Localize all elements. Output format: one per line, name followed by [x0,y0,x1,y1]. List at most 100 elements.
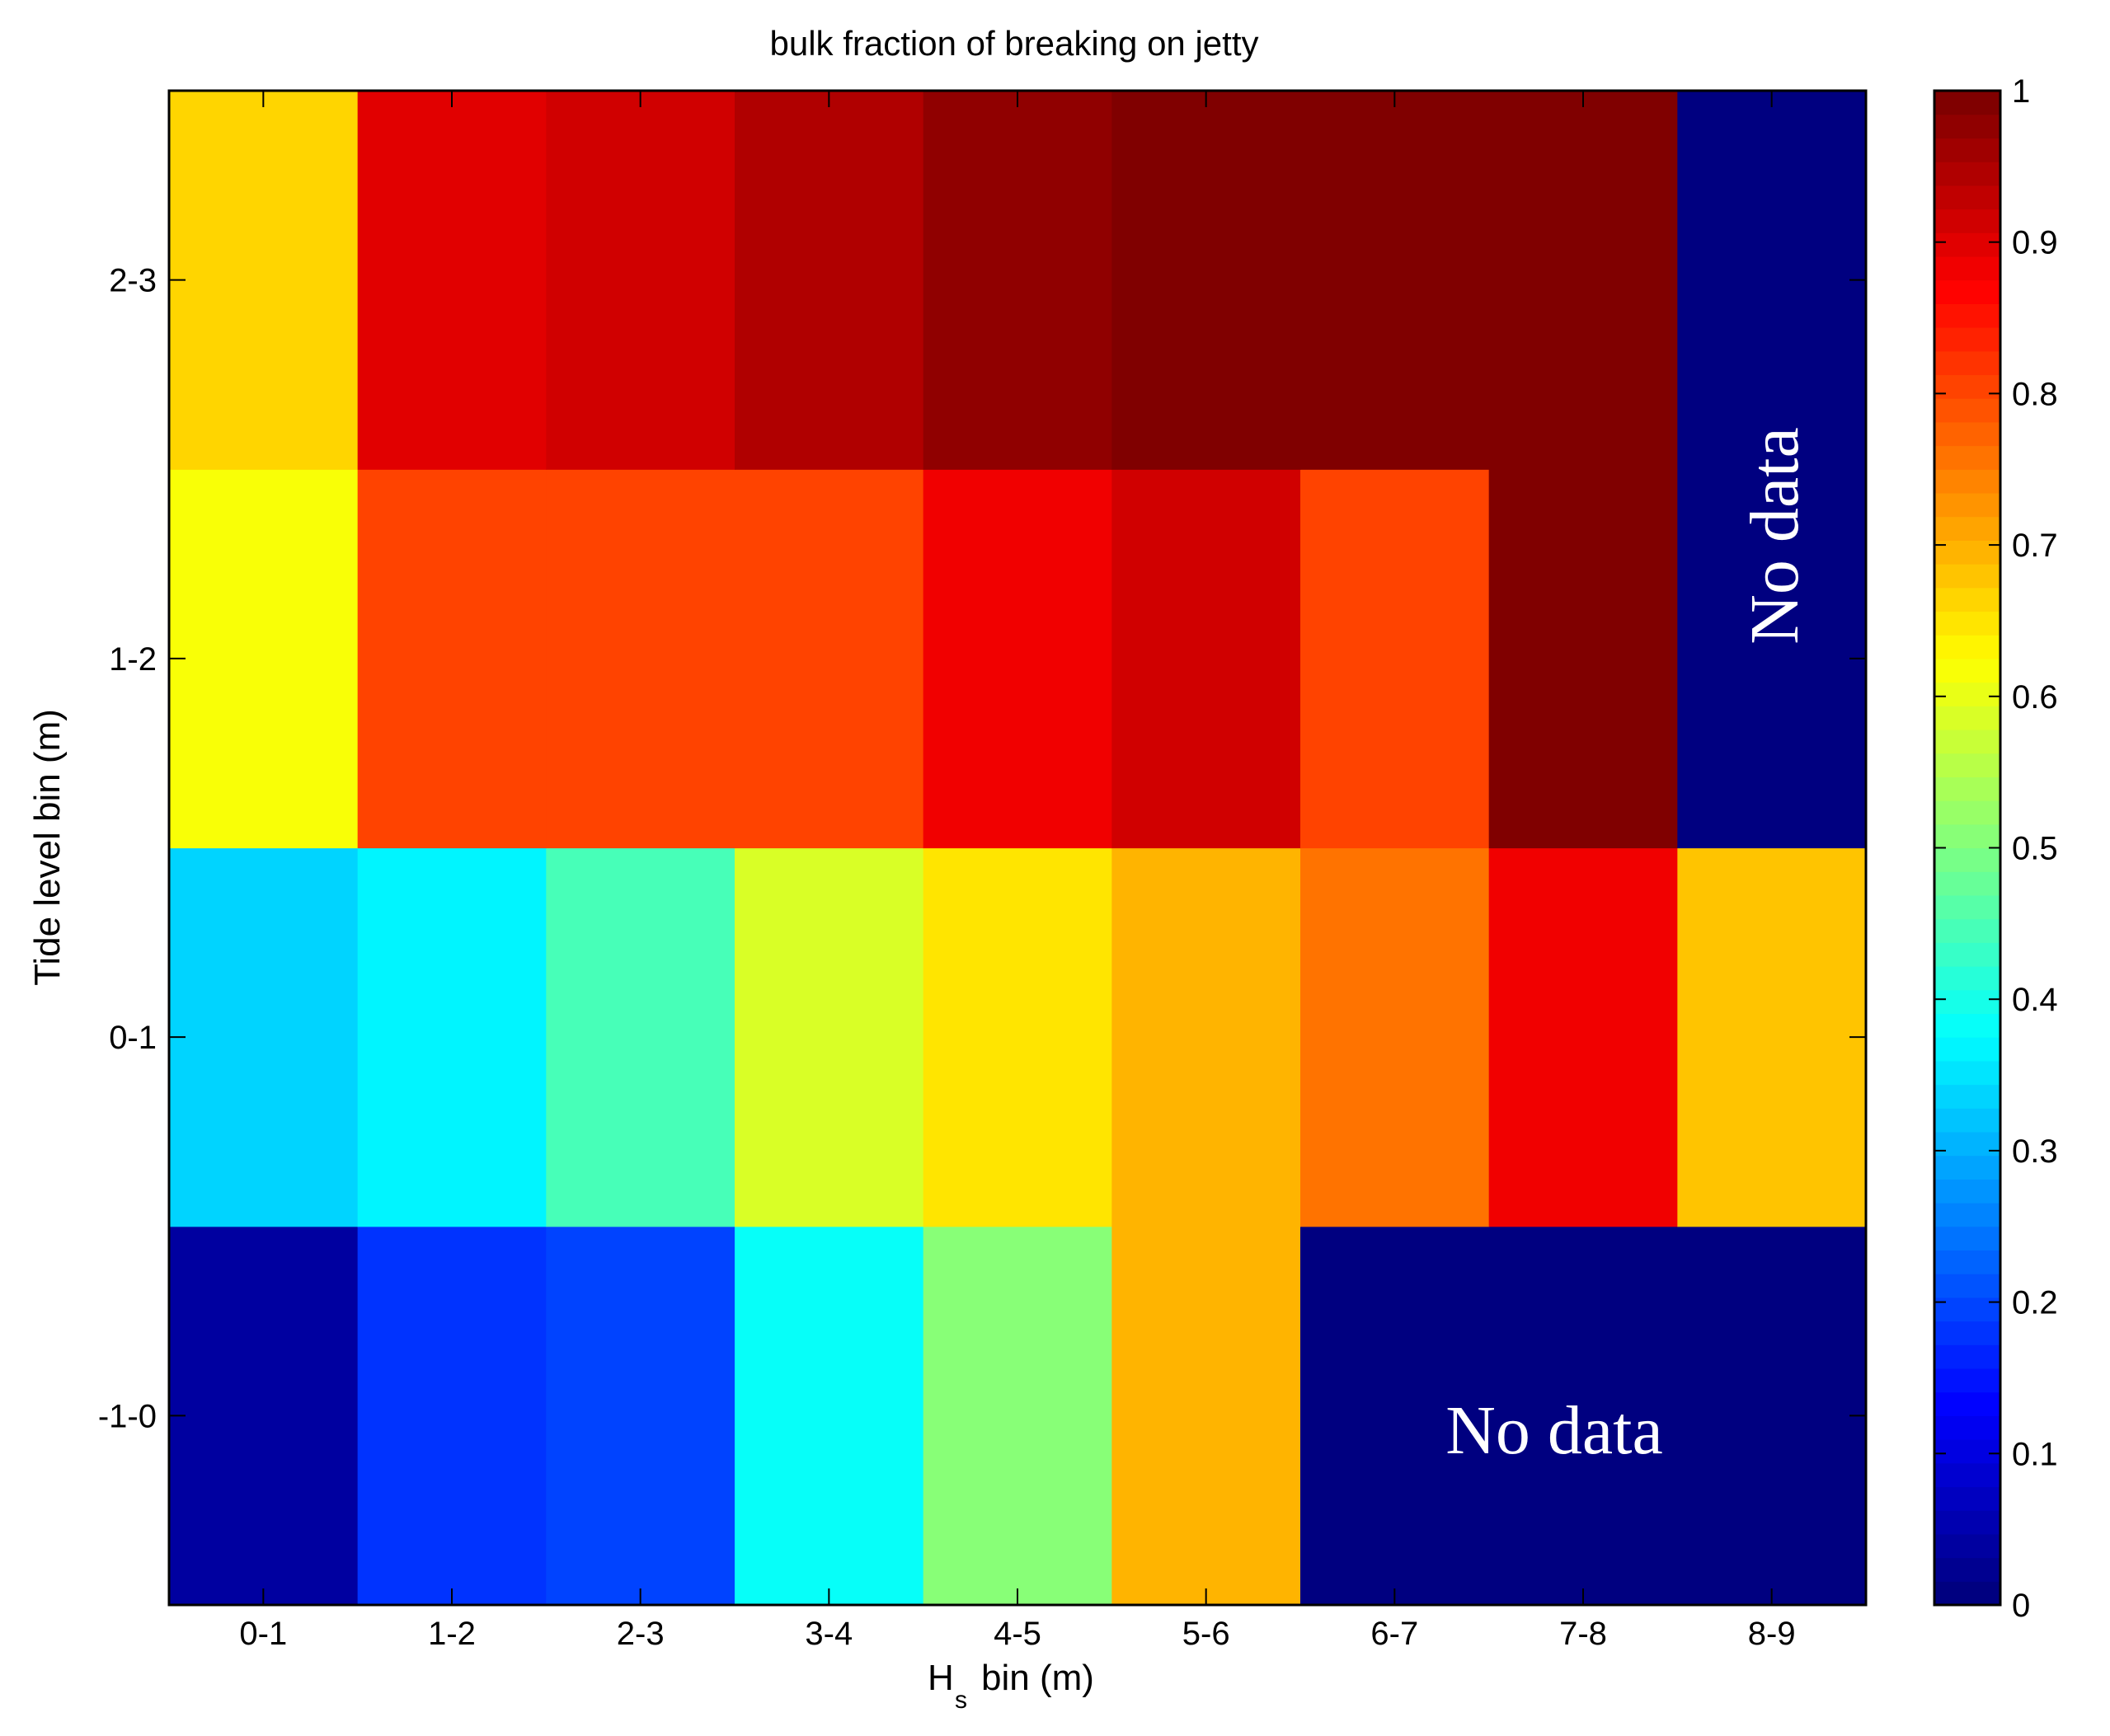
colorbar-segment [1934,492,2000,518]
heat-cell-1-2-x-0-1 [169,469,359,849]
colorbar-segment [1934,516,2000,541]
heat-cell--1-0-x-8-9 [1677,1226,1867,1606]
heat-cell-1-2-x-7-8 [1488,469,1678,849]
colorbar-segment [1934,989,2000,1015]
colorbar-tick-label: 0.6 [2012,679,2058,716]
colorbar-tick-label: 0.5 [2012,831,2058,867]
colorbar-tick-label: 0 [2012,1588,2030,1624]
heat-cell-2-3-x-0-1 [169,91,359,470]
x-tick-labels: 0-1 1-2 2-3 3-4 4-5 5-6 6-7 7-8 8-9 [239,1616,1795,1652]
heat-cell-1-2-x-5-6 [1111,469,1301,849]
colorbar-segment [1934,1013,2000,1038]
colorbar-segment [1934,1581,2000,1606]
y-tick-labels: -1-0 0-1 1-2 2-3 [98,263,157,1435]
heat-cell-0-1-x-3-4 [735,847,924,1227]
axis-ticks [169,91,1866,1605]
heatmap-cells [169,91,1867,1606]
colorbar-segment [1934,823,2000,849]
heat-cell--1-0-x-4-5 [923,1226,1112,1606]
heat-cell-1-2-x-4-5 [923,469,1112,849]
colorbar-segment [1934,162,2000,186]
colorbar-segment [1934,1250,2000,1274]
heat-cell--1-0-x-0-1 [169,1226,359,1606]
chart-title: bulk fraction of breaking on jetty [769,24,1258,63]
colorbar-segment [1934,1391,2000,1416]
colorbar-tick-label: 0.8 [2012,376,2058,412]
colorbar-segment [1934,1203,2000,1227]
heat-cell-2-3-x-6-7 [1300,91,1490,470]
colorbar-segment [1934,918,2000,943]
colorbar-segment [1934,445,2000,470]
colorbar-segment [1934,374,2000,399]
colorbar-segment [1934,1037,2000,1062]
colorbar-ticks: 0 0.1 0.2 0.3 0.4 0.5 0.6 0.7 0.8 0.9 1 [1934,73,2058,1624]
colorbar-segment [1934,1226,2000,1251]
colorbar-segment [1934,777,2000,801]
heat-cell-0-1-x-4-5 [923,847,1112,1227]
colorbar-segment [1934,138,2000,162]
colorbar-segment [1934,611,2000,636]
heat-cell-2-3-x-8-9 [1677,91,1867,470]
x-tick-label: 2-3 [617,1616,665,1652]
colorbar-segment [1934,587,2000,612]
colorbar-segment [1934,303,2000,328]
colorbar-segment [1934,682,2000,706]
x-tick-label: 5-6 [1182,1616,1230,1652]
heat-cell-2-3-x-5-6 [1111,91,1301,470]
colorbar-segment [1934,421,2000,447]
colorbar-tick-label: 0.7 [2012,528,2058,564]
colorbar-segment [1934,942,2000,967]
colorbar-tick-label: 0.2 [2012,1285,2058,1321]
y-tick-label: 0-1 [109,1020,157,1056]
colorbar-segment [1934,1060,2000,1086]
colorbar-segment [1934,1108,2000,1133]
colorbar-segment [1934,398,2000,423]
heat-cell--1-0-x-1-2 [357,1226,547,1606]
heat-cell-2-3-x-7-8 [1488,91,1678,470]
heat-cell--1-0-x-2-3 [546,1226,735,1606]
colorbar-tick-label: 0.9 [2012,225,2058,261]
x-tick-label: 0-1 [239,1616,287,1652]
x-axis-label-subscript: s [955,1687,967,1714]
colorbar-segment [1934,209,2000,233]
colorbar-tick-label: 0.1 [2012,1436,2058,1472]
heat-cell--1-0-x-6-7 [1300,1226,1490,1606]
heat-cell-0-1-x-6-7 [1300,847,1490,1227]
colorbar-segment [1934,1155,2000,1180]
colorbar-segment [1934,1486,2000,1511]
colorbar-segment [1934,1179,2000,1203]
colorbar-segment [1934,1297,2000,1322]
x-tick-label: 3-4 [805,1616,853,1652]
colorbar-segment [1934,232,2000,257]
colorbar-segment [1934,729,2000,754]
colorbar-segment [1934,327,2000,352]
heat-cell-0-1-x-8-9 [1677,847,1867,1227]
heat-cell--1-0-x-5-6 [1111,1226,1301,1606]
colorbar-segment [1934,1510,2000,1535]
heat-cell-0-1-x-0-1 [169,847,359,1227]
colorbar-segment [1934,706,2000,730]
x-axis-label-main: H [928,1658,954,1698]
colorbar-segment [1934,91,2000,115]
colorbar-segment [1934,966,2000,991]
colorbar-segment [1934,1415,2000,1440]
colorbar-segment [1934,871,2000,896]
colorbar-segment [1934,1557,2000,1582]
colorbar-segment [1934,1439,2000,1464]
heat-cell-0-1-x-2-3 [546,847,735,1227]
y-tick-label: -1-0 [98,1398,157,1434]
x-tick-label: 4-5 [994,1616,1041,1652]
colorbar-segment [1934,1344,2000,1369]
heat-cell-2-3-x-3-4 [735,91,924,470]
x-tick-label: 8-9 [1748,1616,1796,1652]
heat-cell-1-2-x-6-7 [1300,469,1490,849]
heat-cell-2-3-x-4-5 [923,91,1112,470]
colorbar-tick-label: 1 [2012,73,2030,110]
heat-cell--1-0-x-3-4 [735,1226,924,1606]
y-tick-label: 1-2 [109,641,157,678]
y-axis-label: Tide level bin (m) [27,709,68,986]
colorbar-segment [1934,635,2000,659]
heat-cell-1-2-x-8-9 [1677,469,1867,849]
colorbar-segment [1934,1321,2000,1345]
colorbar-segment [1934,800,2000,825]
